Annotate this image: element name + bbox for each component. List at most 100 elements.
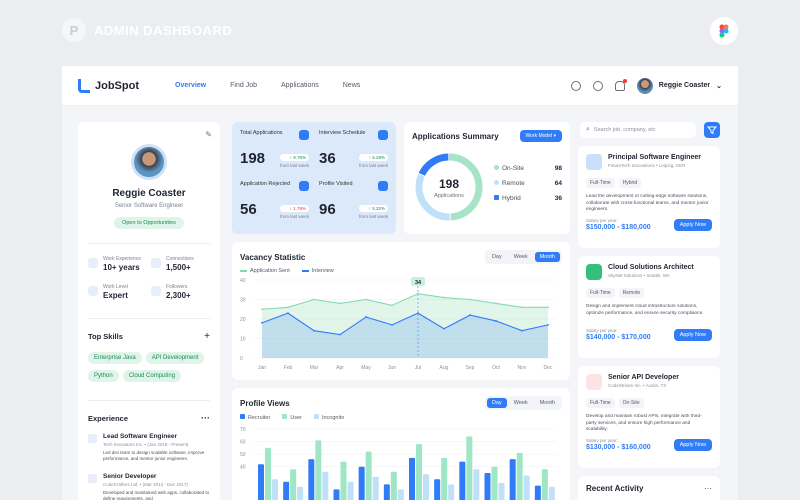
delta-sub: from last week — [279, 163, 309, 168]
data-point — [417, 312, 419, 315]
add-skill-icon[interactable]: + — [204, 331, 210, 342]
apply-now-button[interactable]: Apply Now — [673, 329, 712, 341]
bar-incognito — [473, 469, 480, 500]
skill-chip[interactable]: Cloud Computing — [122, 370, 182, 382]
card-header: Profile Views Day Week Month — [240, 396, 562, 410]
banner: P ADMIN DASHBOARD — [62, 18, 232, 42]
profile-views-bar-chart: 40 50 60 70 — [240, 427, 556, 500]
skill-chip[interactable]: Enterprise Java — [88, 352, 142, 364]
user-menu[interactable]: Reggie Coaster ⌄ — [636, 77, 722, 94]
bar-recruiter — [383, 484, 390, 500]
data-point — [287, 312, 289, 315]
applications-donut: 198 Applications — [415, 153, 483, 221]
bar-user — [416, 444, 422, 500]
bar-user — [340, 461, 347, 500]
tab-week[interactable]: Week — [513, 400, 528, 406]
data-point — [547, 323, 549, 326]
job-tags: Full-Time Hybrid — [586, 178, 712, 188]
more-icon[interactable]: ··· — [201, 413, 210, 423]
job-tag: On-Site — [618, 398, 644, 408]
settings-icon[interactable] — [570, 80, 581, 91]
bar-incognito — [523, 475, 530, 500]
nav-news[interactable]: News — [342, 82, 361, 89]
legend-remote: Remote 64 — [494, 179, 562, 187]
overview-value: 36 — [319, 150, 336, 167]
legend-incognito: Incognito — [313, 414, 344, 421]
delta-sub: from last week — [358, 214, 388, 219]
job-card[interactable]: Principal Software Engineer FutureTech In… — [578, 146, 720, 248]
filter-button[interactable] — [704, 122, 720, 138]
data-point — [313, 329, 315, 332]
stat-application-rejected[interactable]: Application Rejected 56 ↓ 1.78% from last… — [240, 181, 309, 226]
overview-value: 198 — [240, 150, 266, 167]
data-point — [365, 316, 367, 318]
job-tag: Hybrid — [618, 178, 642, 188]
tab-week[interactable]: Week — [513, 254, 528, 260]
company-logo-icon — [586, 154, 602, 170]
apply-now-button[interactable]: Apply Now — [673, 219, 712, 231]
x-tick-label: Jan — [258, 365, 266, 371]
job-company: FutureTech Innovations • Leipzig, GER — [608, 163, 686, 168]
data-point — [495, 320, 497, 322]
brand[interactable]: JobSpot — [78, 78, 139, 93]
stat-profile-visited[interactable]: Profile Visited 96 ↑ 5.32% from last week — [319, 181, 388, 226]
recent-activity-card: Recent Activity ··· — [578, 476, 720, 500]
x-tick-label: Nov — [518, 365, 527, 371]
card-header: Vacancy Statistic Day Week Month — [240, 250, 562, 264]
more-icon[interactable]: ··· — [704, 484, 712, 493]
legend-label: Hybrid — [502, 194, 521, 202]
chart-icon — [88, 286, 98, 296]
job-title[interactable]: Cloud Solutions Architect — [608, 264, 694, 271]
search-input[interactable]: ⌕ Search job, company, etc — [580, 122, 696, 138]
x-tick-label: May — [361, 365, 371, 371]
nav-overview[interactable]: Overview — [175, 82, 207, 89]
job-tag: Remote — [618, 288, 645, 298]
donut-slice-on-site — [415, 153, 483, 221]
overview-label: Interview Schedule — [319, 130, 366, 136]
job-footer: Salary per year: $130,000 - $160,000 Appl… — [586, 438, 712, 451]
job-title[interactable]: Principal Software Engineer — [608, 154, 701, 161]
profile-card: ✎ Reggie Coaster Senior Software Enginee… — [78, 122, 220, 500]
salary-value: $140,000 - $170,000 — [586, 334, 651, 341]
skill-chip[interactable]: Python — [88, 370, 119, 382]
data-point — [417, 292, 419, 295]
tab-month[interactable]: Month — [534, 252, 560, 262]
edit-icon[interactable]: ✎ — [205, 130, 212, 139]
bar-incognito — [322, 471, 329, 500]
notification-bell-icon[interactable] — [614, 78, 627, 91]
apply-now-button[interactable]: Apply Now — [673, 439, 712, 451]
tab-day[interactable]: Day — [486, 398, 507, 408]
bar-user — [290, 469, 297, 500]
stat-followers: Followers 2,300+ — [151, 284, 210, 300]
chat-icon[interactable] — [592, 80, 603, 91]
job-card[interactable]: Cloud Solutions Architect SkyNet Solution… — [578, 256, 720, 358]
nav-find-job[interactable]: Find Job — [230, 82, 257, 89]
work-model-dropdown[interactable]: Work Model ▾ — [519, 130, 562, 142]
data-point — [287, 306, 289, 309]
bar-incognito — [272, 479, 278, 500]
card-title: Recent Activity — [586, 484, 644, 493]
legend-hybrid: Hybrid 36 — [494, 194, 562, 202]
x-tick-label: Jul — [415, 365, 421, 371]
x-tick-label: Jun — [388, 365, 396, 371]
stat-label: Work Experience — [103, 256, 141, 262]
stat-interview-schedule[interactable]: Interview Schedule 36 ↑ 6.29% from last w… — [319, 130, 388, 175]
skill-chip[interactable]: API Development — [145, 352, 205, 364]
nav-applications[interactable]: Applications — [281, 82, 319, 89]
overview-delta: ↑ 5.32% from last week — [358, 205, 388, 219]
bar-recruiter — [358, 466, 365, 500]
job-card[interactable]: Senior API Developer CodeStream Inc. • Au… — [578, 366, 720, 468]
job-title[interactable]: Senior API Developer — [608, 374, 679, 381]
y-tick-label: 70 — [240, 427, 246, 433]
stat-total-applications[interactable]: Total Applications 198 ↑ 9.76% from last … — [240, 130, 309, 175]
skills-header: Top Skills + — [88, 318, 210, 342]
tab-day[interactable]: Day — [491, 254, 502, 260]
profile-avatar — [131, 144, 167, 180]
company-logo-icon — [586, 374, 602, 390]
data-point — [521, 329, 523, 332]
tab-month[interactable]: Month — [539, 400, 555, 406]
donut-total: 198 — [439, 177, 459, 191]
profile-stats: Work Experience 10+ years Connections 1,50… — [88, 243, 210, 300]
x-tick-label: Mar — [310, 365, 319, 371]
legend-user: User — [282, 414, 302, 421]
